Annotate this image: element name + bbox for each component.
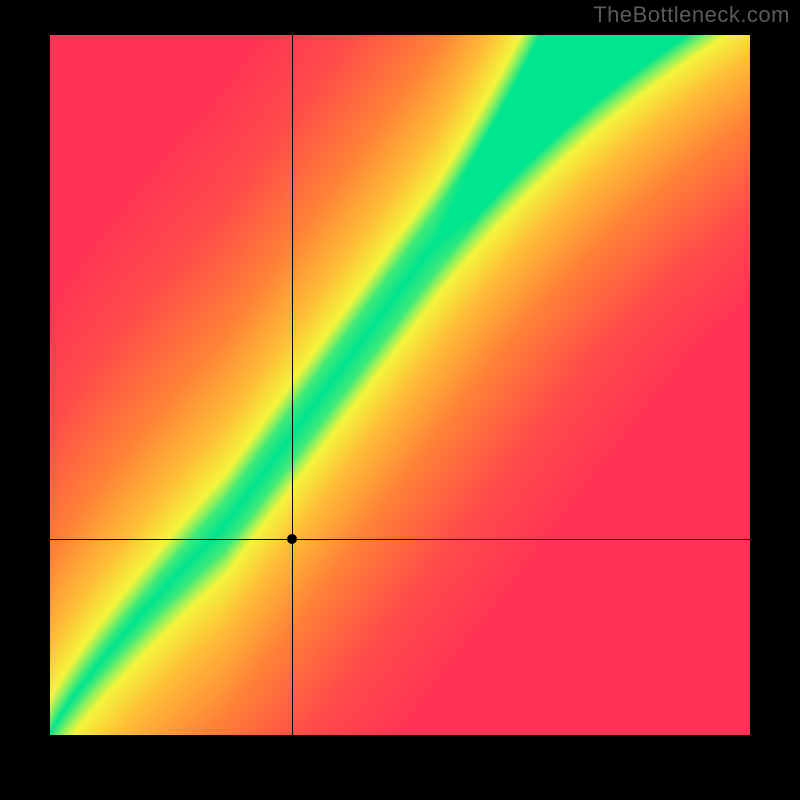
crosshair-marker [287, 534, 297, 544]
chart-container: TheBottleneck.com [0, 0, 800, 800]
crosshair-vertical [292, 35, 293, 735]
watermark-text: TheBottleneck.com [593, 2, 790, 28]
crosshair-horizontal [50, 539, 750, 540]
heatmap-canvas [50, 35, 750, 735]
plot-area [50, 35, 750, 735]
